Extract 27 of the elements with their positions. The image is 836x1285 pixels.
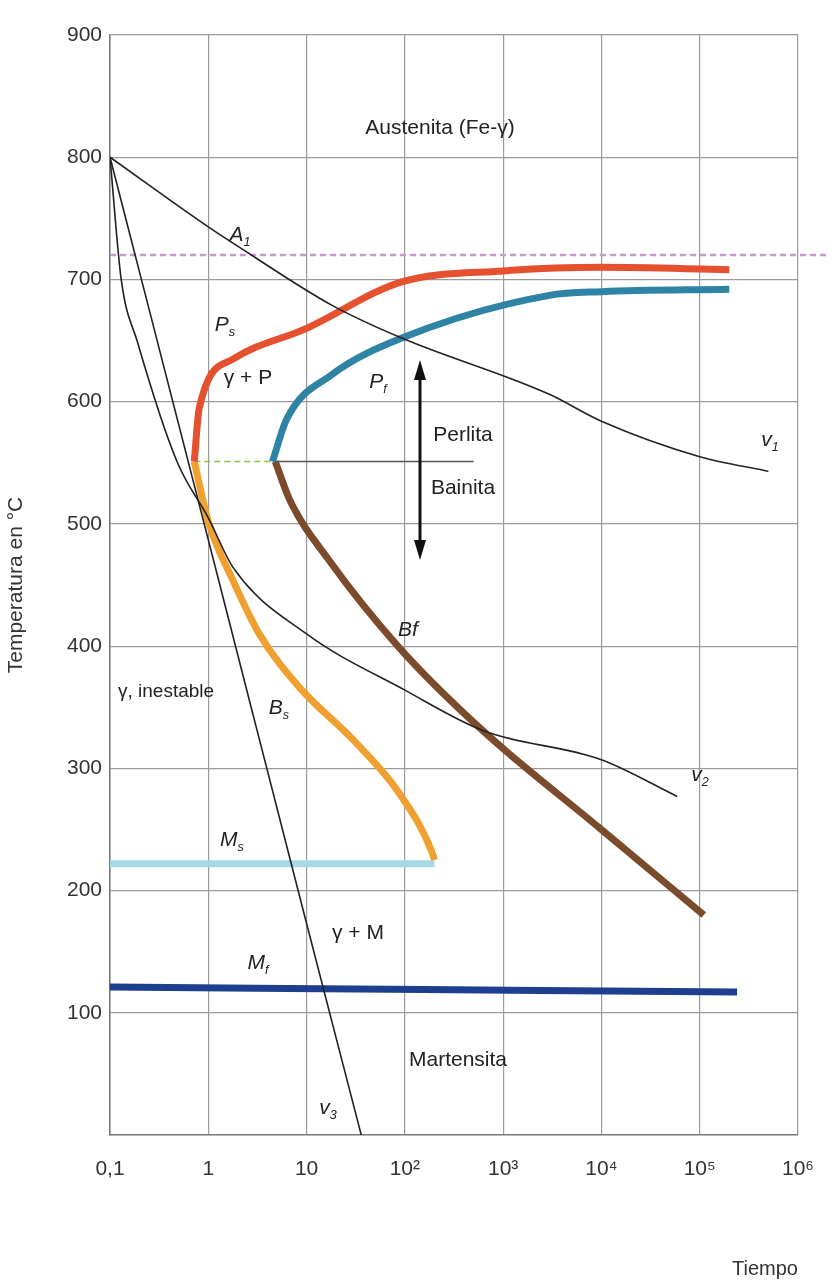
y-tick-label: 400 (66, 632, 102, 656)
y-tick-label: 500 (66, 510, 102, 534)
x-tick-label: 1 (202, 1156, 215, 1180)
x-tick-label: 10⁵ (683, 1156, 716, 1180)
annotation: Bainita (430, 474, 496, 498)
annotation: Austenita (Fe-γ) (365, 114, 515, 138)
y-tick-label: 200 (66, 877, 102, 901)
x-tick-label: 10 (294, 1156, 319, 1180)
y-tick-label: 600 (66, 388, 102, 412)
x-tick-label: 10³ (487, 1156, 519, 1180)
x-tick-label: 0,1 (95, 1156, 125, 1180)
x-axis-title: Tiempo (732, 1256, 798, 1279)
series-label: Bf (398, 616, 421, 640)
annotation: γ + P (223, 364, 273, 388)
x-tick-label: 10⁴ (585, 1156, 618, 1180)
y-tick-label: 300 (66, 755, 102, 779)
annotation: γ + M (332, 919, 384, 943)
y-tick-label: 100 (66, 999, 102, 1023)
x-tick-label: 10⁶ (781, 1156, 815, 1180)
x-tick-label: 10² (389, 1156, 421, 1180)
y-tick-label: 900 (66, 21, 102, 45)
annotation: Martensita (408, 1046, 508, 1070)
annotation: γ, inestable (118, 680, 215, 702)
y-tick-label: 700 (66, 266, 102, 290)
y-tick-label: 800 (66, 144, 102, 168)
annotation: Perlita (433, 421, 494, 445)
y-axis-title: Temperatura en °C (3, 496, 27, 674)
